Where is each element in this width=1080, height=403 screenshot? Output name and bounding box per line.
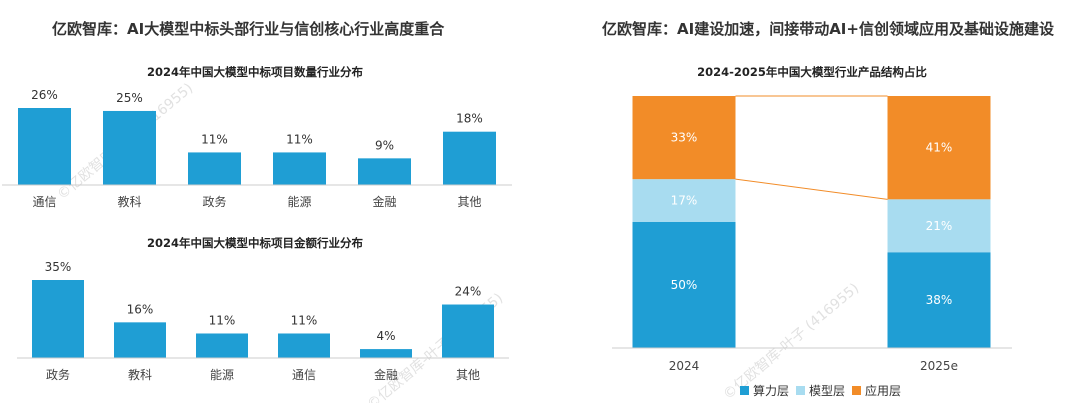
value-label-1: 25% bbox=[116, 91, 143, 105]
segment-0-0 bbox=[632, 222, 736, 348]
bar-2 bbox=[196, 333, 248, 358]
segment-label-1-1: 21% bbox=[926, 219, 953, 233]
segment-label-0-0: 50% bbox=[671, 278, 698, 292]
chart-structure-title: 2024-2025年中国大模型行业产品结构占比 bbox=[697, 65, 927, 79]
category-label-3: 能源 bbox=[287, 195, 311, 209]
category-label-3: 通信 bbox=[292, 368, 316, 382]
value-label-0: 26% bbox=[31, 88, 58, 102]
right-panel-title: 亿欧智库：AI建设加速，间接带动AI+信创领域应用及基础设施建设 bbox=[602, 20, 1054, 38]
segment-label-1-0: 38% bbox=[926, 293, 953, 307]
chart-count-title: 2024年中国大模型中标项目数量行业分布 bbox=[147, 65, 364, 79]
segment-label-0-1: 17% bbox=[671, 194, 698, 208]
category-label-4: 金融 bbox=[372, 194, 396, 209]
value-label-5: 18% bbox=[456, 112, 483, 126]
chart-amount-by-industry: 2024年中国大模型中标项目金额行业分布 35% 政务 16% 教科 11% 能源 11% 通… bbox=[17, 236, 509, 382]
value-label-4: 9% bbox=[375, 138, 394, 152]
legend: 算力层 模型层 应用层 bbox=[740, 383, 901, 398]
bar-1 bbox=[103, 110, 156, 185]
category-label-1: 教科 bbox=[128, 367, 152, 382]
category-label-1: 教科 bbox=[117, 194, 141, 209]
bar-3 bbox=[273, 152, 326, 185]
bar-4 bbox=[360, 349, 412, 358]
bar-0 bbox=[18, 108, 71, 185]
legend-swatch-2 bbox=[852, 386, 861, 395]
segment-0-1 bbox=[632, 179, 736, 222]
bar-5 bbox=[443, 131, 496, 185]
chart-product-structure: 2024-2025年中国大模型行业产品结构占比 50% 17% 33% 2024 38%… bbox=[612, 65, 1012, 398]
bar-0 bbox=[32, 280, 84, 358]
value-label-3: 11% bbox=[291, 313, 318, 327]
legend-label-2: 应用层 bbox=[865, 383, 901, 398]
category-label-0: 2024 bbox=[669, 359, 700, 373]
category-label-4: 金融 bbox=[374, 367, 398, 382]
category-label-5: 其他 bbox=[457, 195, 481, 209]
segment-1-1 bbox=[887, 199, 991, 253]
segment-label-1-2: 41% bbox=[926, 141, 953, 155]
legend-swatch-0 bbox=[740, 386, 749, 395]
value-label-2: 11% bbox=[201, 132, 228, 146]
connector-bottom bbox=[735, 178, 888, 200]
bar-2 bbox=[188, 152, 241, 185]
segment-0-2 bbox=[632, 96, 736, 180]
chart-amount-title: 2024年中国大模型中标项目金额行业分布 bbox=[147, 236, 364, 250]
left-panel-title: 亿欧智库：AI大模型中标头部行业与信创核心行业高度重合 bbox=[52, 20, 445, 38]
category-label-2: 能源 bbox=[210, 368, 234, 382]
value-label-3: 11% bbox=[286, 132, 313, 146]
legend-swatch-1 bbox=[796, 386, 805, 395]
value-label-4: 4% bbox=[376, 329, 395, 343]
legend-label-1: 模型层 bbox=[809, 384, 845, 398]
value-label-2: 11% bbox=[209, 313, 236, 327]
bar-5 bbox=[442, 304, 494, 358]
value-label-1: 16% bbox=[127, 302, 154, 316]
value-label-5: 24% bbox=[455, 285, 482, 299]
value-label-0: 35% bbox=[45, 260, 72, 274]
segment-1-2 bbox=[887, 96, 991, 200]
chart-count-by-industry: 2024年中国大模型中标项目数量行业分布 26% 通信 25% 教科 11% 政务 11% 能… bbox=[2, 65, 512, 209]
segment-label-0-2: 33% bbox=[671, 131, 698, 145]
bar-3 bbox=[278, 333, 330, 358]
bar-4 bbox=[358, 158, 411, 185]
legend-label-0: 算力层 bbox=[753, 383, 789, 398]
category-label-1: 2025e bbox=[920, 359, 958, 373]
category-label-2: 政务 bbox=[202, 194, 226, 209]
bar-1 bbox=[114, 322, 166, 358]
category-label-5: 其他 bbox=[456, 368, 480, 382]
segment-1-0 bbox=[887, 252, 991, 348]
category-label-0: 政务 bbox=[46, 367, 70, 382]
category-label-0: 通信 bbox=[32, 195, 56, 209]
